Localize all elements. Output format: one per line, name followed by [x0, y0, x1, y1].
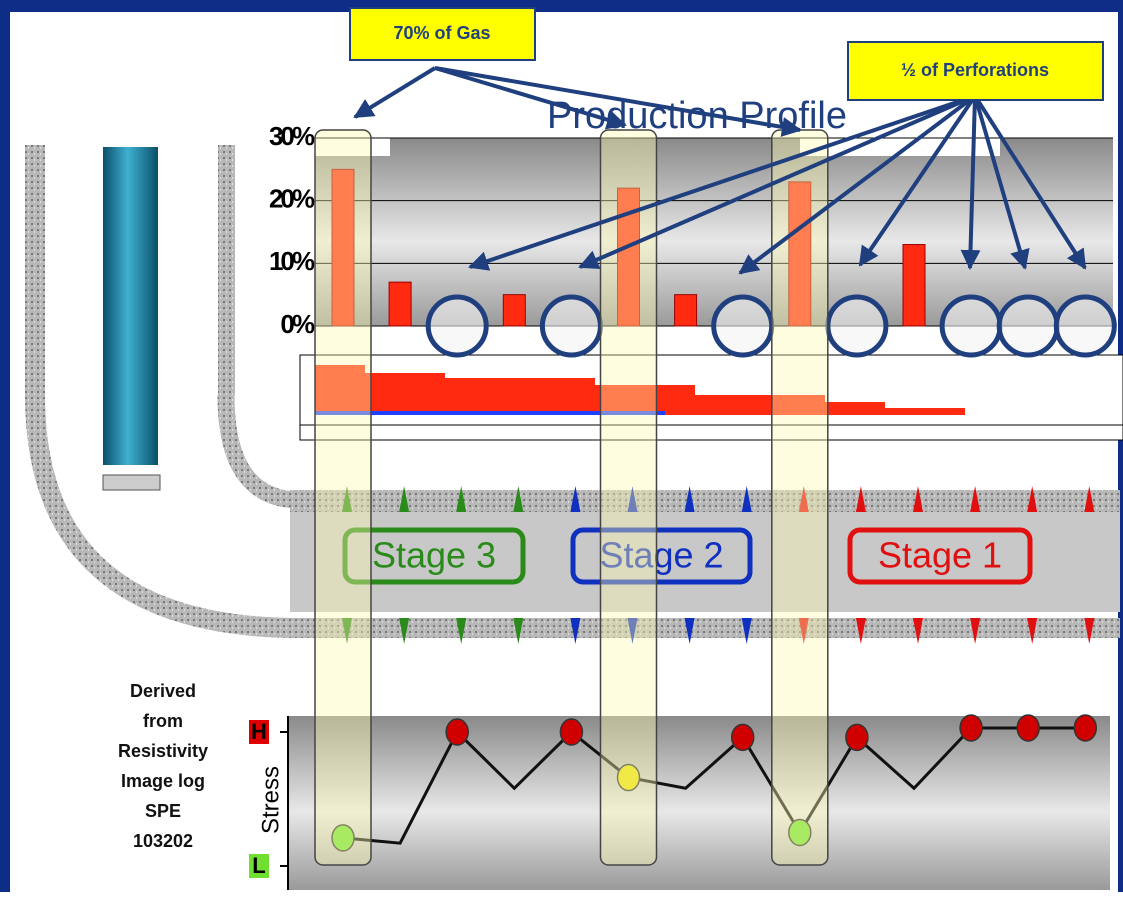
stress-point — [1016, 714, 1040, 742]
callout-arrows — [353, 66, 1087, 275]
stage-box — [342, 527, 526, 585]
wellbore — [25, 145, 1120, 638]
perforation-marker — [855, 618, 866, 644]
perforation-marker — [913, 618, 923, 644]
stage-box — [570, 527, 753, 585]
bar — [674, 294, 698, 327]
stage-label: Stage 1 — [878, 535, 1002, 576]
bar — [502, 294, 526, 327]
perforation-marker — [798, 618, 809, 644]
perforation-marker — [1084, 486, 1095, 512]
perforation-marker — [342, 618, 352, 644]
reference-line: 103202 — [133, 831, 193, 851]
bar — [331, 168, 355, 327]
stress-point — [559, 718, 584, 746]
y-tick-label: H — [251, 719, 267, 744]
stage-box — [847, 527, 1033, 585]
perforation-marker — [684, 486, 695, 512]
callout-text: ½ of Perforations — [901, 60, 1049, 80]
perforation-marker — [1027, 618, 1038, 644]
stress-point — [730, 723, 755, 752]
perforation-marker — [741, 486, 752, 512]
y-tick-label: 10% — [269, 246, 315, 276]
perforation-marker — [399, 618, 410, 644]
zero-production-cluster — [825, 294, 889, 358]
stress-point — [959, 714, 983, 742]
stress-background — [288, 716, 1110, 890]
perforation-marker — [513, 486, 524, 512]
perforation-marker — [1027, 486, 1038, 512]
note-line: Resistivity — [118, 741, 208, 761]
perforation-marker — [627, 618, 638, 644]
perforation-marker — [570, 618, 581, 644]
zero-production-cluster — [996, 294, 1060, 358]
bar — [902, 244, 926, 327]
perforation-marker — [855, 486, 866, 512]
perforation-marker — [684, 618, 695, 644]
perforation-marker — [399, 486, 410, 512]
y-tick-label: 30% — [269, 121, 315, 151]
callout-box — [349, 7, 536, 61]
stage-label: Stage 3 — [372, 535, 496, 576]
perforation-marker — [913, 486, 923, 512]
perforation-marker — [798, 486, 809, 512]
stress-point — [788, 818, 812, 847]
zero-production-cluster — [425, 294, 489, 358]
stage-label: Stage 2 — [599, 535, 723, 576]
y-tick-label: 20% — [269, 184, 315, 214]
stress-point — [616, 763, 641, 792]
zero-production-cluster — [1053, 294, 1117, 358]
zero-production-cluster — [939, 294, 1003, 358]
perforation-marker — [456, 618, 467, 644]
perforation-marker — [1084, 618, 1095, 644]
plot-background — [315, 138, 1113, 326]
perforation-marker — [513, 618, 524, 644]
stress-point — [1073, 714, 1098, 742]
bar — [617, 187, 640, 327]
zero-production-cluster — [711, 294, 775, 358]
perforation-marker — [456, 486, 467, 512]
highlight-column — [599, 129, 658, 866]
y-axis-label: Stress — [257, 766, 284, 834]
note-line: Derived — [130, 681, 196, 701]
bar — [788, 181, 812, 327]
callout-text: 70% of Gas — [393, 23, 490, 43]
zero-production-cluster — [539, 294, 603, 358]
bar — [388, 281, 412, 327]
perforation-marker — [741, 618, 752, 644]
reference-line: SPE — [145, 801, 181, 821]
stress-point — [445, 718, 469, 746]
perforation-marker — [970, 486, 981, 512]
y-tick-box — [249, 720, 269, 744]
note-line: from — [143, 711, 183, 731]
stress-line — [342, 726, 1086, 845]
perforation-marker — [627, 486, 638, 512]
y-tick-label: L — [252, 853, 265, 878]
cumulative-track — [299, 354, 1123, 441]
y-tick-label: 0% — [280, 309, 314, 339]
perforation-marker — [342, 486, 352, 512]
note-line: Image log — [121, 771, 205, 791]
callout-box — [847, 41, 1104, 101]
stress-point — [331, 824, 355, 852]
perforation-marker — [570, 486, 581, 512]
stress-point — [845, 723, 869, 752]
y-tick-box — [249, 854, 269, 878]
highlight-column — [314, 129, 372, 866]
perforation-marker — [970, 618, 981, 644]
